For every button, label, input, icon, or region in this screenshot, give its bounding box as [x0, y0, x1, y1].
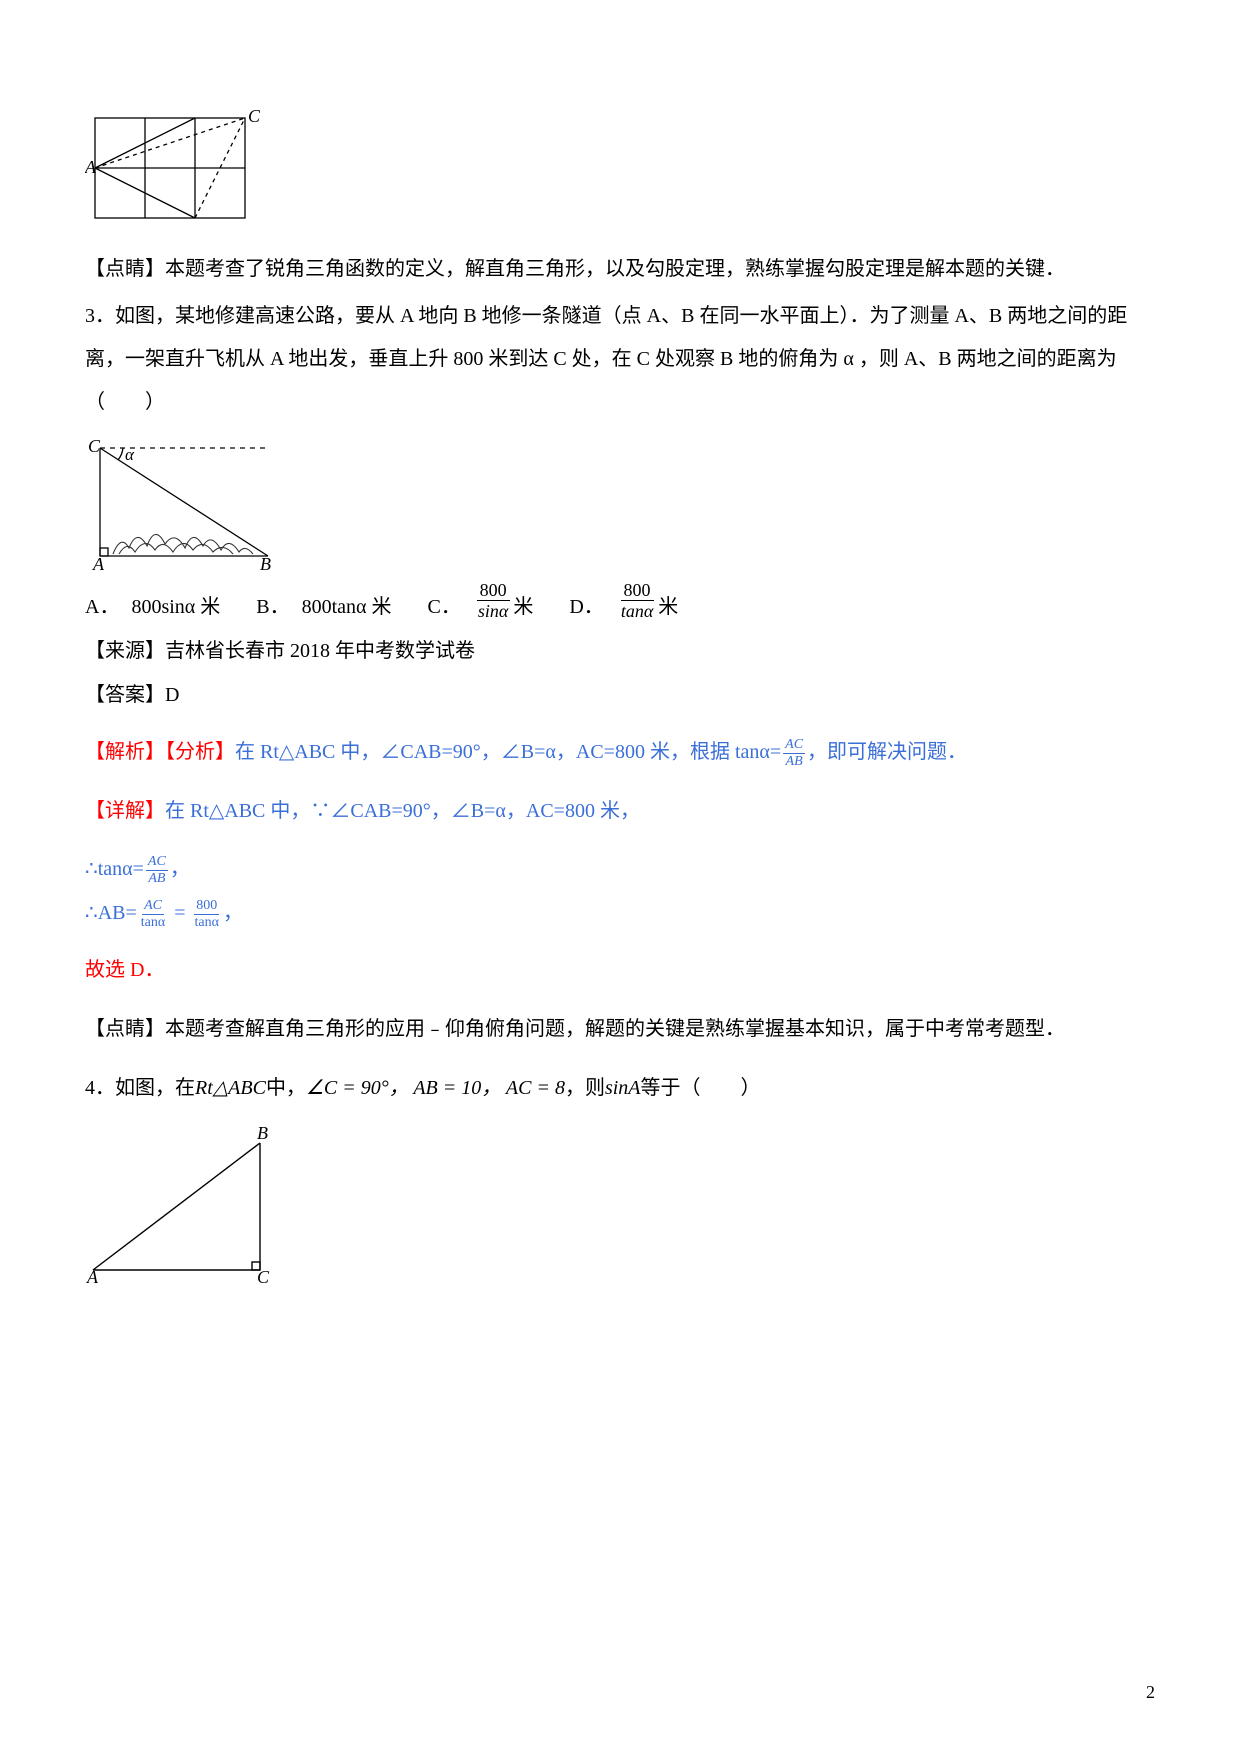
fenxi-post: ，即可解决问题．: [807, 741, 967, 763]
step1-post: ，: [170, 858, 190, 880]
option-d-frac: 800 tanα: [618, 581, 656, 620]
svg-text:A: A: [86, 1267, 99, 1285]
problem4-sin: sinA: [605, 1077, 641, 1099]
svg-text:C: C: [88, 436, 101, 456]
option-c: C． 800 sinα 米: [428, 584, 534, 623]
problem3-stem: 3．如图，某地修建高速公路，要从 A 地向 B 地修一条隧道（点 A、B 在同一…: [85, 295, 1155, 424]
analysis-label: 【解析】: [85, 741, 165, 763]
problem3-figure: C α A B: [85, 436, 1155, 576]
problem4-mid: 中，: [266, 1077, 306, 1099]
svg-text:A: A: [92, 554, 105, 571]
problem3-number: 3．: [85, 305, 115, 327]
svg-text:B: B: [260, 554, 271, 571]
option-c-frac: 800 sinα: [475, 581, 511, 620]
fenxi-pre: 在 Rt△ABC 中，∠CAB=90°，∠B=α，AC=800 米，根据 tan…: [235, 741, 781, 763]
fenxi-label: 【分析】: [165, 741, 235, 763]
problem3-answer: 【答案】D: [85, 675, 1155, 715]
detail-label: 【详解】: [85, 800, 165, 822]
problem3-svg: C α A B: [85, 436, 295, 571]
svg-text:C: C: [248, 110, 260, 126]
option-d: D． 800 tanα 米: [569, 584, 678, 623]
problem3-stem-text: 如图，某地修建高速公路，要从 A 地向 B 地修一条隧道（点 A、B 在同一水平…: [85, 305, 1127, 413]
problem3-detail: 【详解】在 Rt△ABC 中，∵∠CAB=90°，∠B=α，AC=800 米，: [85, 790, 1155, 833]
page-number: 2: [1146, 1682, 1155, 1703]
svg-text:B: B: [257, 1125, 268, 1143]
detail-text: 在 Rt△ABC 中，∵∠CAB=90°，∠B=α，AC=800 米，: [165, 800, 640, 822]
step1-pre: ∴tanα=: [85, 858, 144, 880]
problem4-figure: A C B: [85, 1125, 1155, 1290]
option-a: A．800sinα 米: [85, 591, 220, 623]
svg-text:α: α: [125, 445, 135, 464]
problem4-pre: 如图，在: [115, 1077, 195, 1099]
p2-tip: 【点睛】本题考查了锐角三角函数的定义，解直角三角形，以及勾股定理，熟练掌握勾股定…: [85, 248, 1155, 291]
problem4-tail: 等于（ ）: [641, 1077, 761, 1099]
step1-frac: ACAB: [146, 855, 168, 886]
problem3-options: A．800sinα 米 B．800tanα 米 C． 800 sinα 米 D．…: [85, 584, 1155, 623]
svg-text:B: B: [185, 222, 196, 225]
problem3-conclusion: 故选 D．: [85, 949, 1155, 992]
problem3-step1: ∴tanα=ACAB，: [85, 849, 1155, 889]
step2-post: ，: [223, 902, 243, 924]
svg-text:C: C: [257, 1267, 270, 1285]
problem3-analysis: 【解析】【分析】在 Rt△ABC 中，∠CAB=90°，∠B=α，AC=800 …: [85, 731, 1155, 774]
step2a-frac: ACtanα: [139, 899, 167, 930]
step2-eq: =: [169, 902, 190, 924]
svg-text:A: A: [85, 157, 97, 177]
option-b: B．800tanα 米: [256, 591, 391, 623]
problem3-source: 【来源】吉林省长春市 2018 年中考数学试卷: [85, 631, 1155, 671]
problem4-post: ，则: [565, 1077, 605, 1099]
problem3-step2: ∴AB=ACtanα = 800tanα，: [85, 893, 1155, 933]
figure-p2-svg: A B C: [85, 110, 260, 225]
problem4-math: ∠C = 90°， AB = 10， AC = 8: [306, 1077, 565, 1099]
step2-pre: ∴AB=: [85, 902, 137, 924]
problem4-svg: A C B: [85, 1125, 335, 1285]
figure-p2-grid: A B C: [85, 110, 1155, 230]
problem4-rt: Rt△ABC: [195, 1077, 266, 1099]
step2b-frac: 800tanα: [193, 899, 221, 930]
problem4-number: 4．: [85, 1077, 115, 1099]
fenxi-frac: ACAB: [783, 738, 805, 769]
problem4-stem: 4．如图，在Rt△ABC中，∠C = 90°， AB = 10， AC = 8，…: [85, 1067, 1155, 1110]
problem3-tip: 【点睛】本题考查解直角三角形的应用﹣仰角俯角问题，解题的关键是熟练掌握基本知识，…: [85, 1008, 1155, 1051]
